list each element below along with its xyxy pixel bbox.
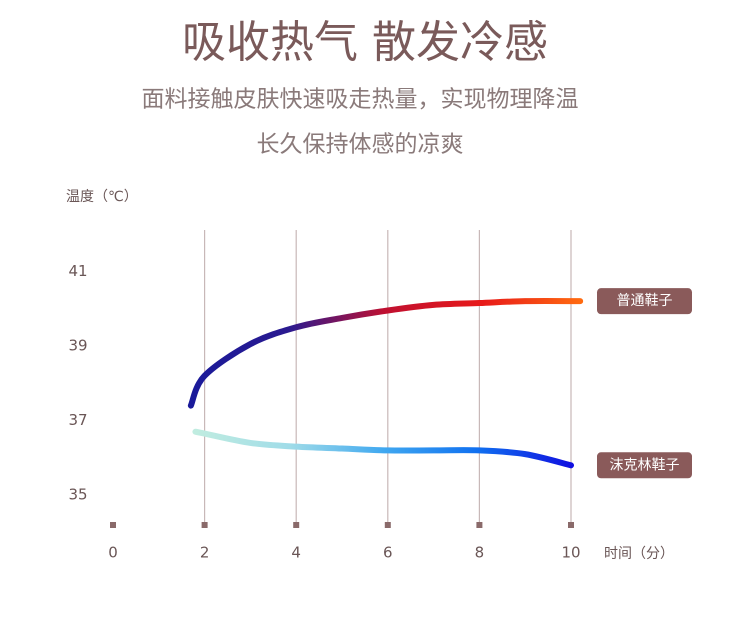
x-tick-label: 8	[475, 544, 485, 562]
series-line	[192, 428, 574, 469]
legend-box	[597, 452, 692, 479]
x-tick-label: 10	[561, 544, 580, 562]
x-tick-mark	[476, 522, 483, 528]
subtitle: 长久保持体感的凉爽	[257, 132, 464, 158]
legend-box	[597, 288, 692, 315]
x-tick-label: 4	[291, 544, 301, 562]
x-axis-label: 时间（分）	[604, 546, 674, 562]
y-tick-label: 37	[68, 411, 87, 429]
x-tick-mark	[110, 522, 116, 528]
series-line	[187, 298, 584, 409]
x-tick-label: 2	[200, 544, 210, 562]
y-tick-label: 39	[68, 336, 87, 354]
x-tick-mark	[201, 522, 208, 528]
subtitle: 面料接触皮肤快速吸走热量，实现物理降温	[142, 87, 579, 113]
x-tick-mark	[568, 522, 574, 528]
x-tick-mark	[384, 522, 391, 528]
chart-title: 吸收热气 散发冷感	[182, 17, 548, 68]
legend-label: 沫克林鞋子	[610, 457, 680, 473]
x-tick-label: 6	[383, 544, 393, 562]
y-tick-label: 41	[68, 262, 87, 280]
y-axis-label: 温度（℃）	[66, 189, 138, 205]
x-tick-mark	[293, 522, 300, 528]
legend-label: 普通鞋子	[617, 293, 673, 309]
x-tick-label: 0	[108, 544, 118, 562]
y-tick-label: 35	[68, 486, 87, 504]
